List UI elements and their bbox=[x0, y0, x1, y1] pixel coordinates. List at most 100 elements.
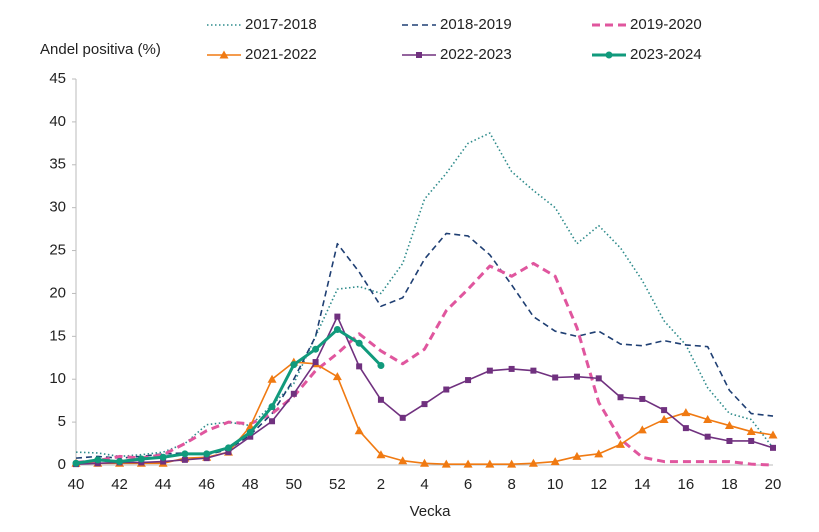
x-tick-label: 8 bbox=[507, 476, 515, 493]
marker bbox=[441, 459, 451, 468]
marker bbox=[528, 458, 538, 467]
marker bbox=[748, 437, 755, 444]
marker bbox=[181, 456, 188, 463]
series-line bbox=[75, 261, 774, 467]
x-tick-label: 4 bbox=[420, 476, 428, 493]
marker bbox=[225, 449, 232, 456]
marker bbox=[219, 50, 229, 59]
marker bbox=[116, 458, 124, 466]
marker bbox=[552, 374, 559, 381]
y-tick-label: 20 bbox=[49, 284, 66, 301]
marker bbox=[334, 313, 341, 320]
marker bbox=[268, 403, 276, 411]
marker bbox=[724, 421, 734, 430]
marker bbox=[746, 427, 756, 436]
marker bbox=[507, 459, 517, 468]
marker bbox=[137, 455, 145, 463]
y-tick-label: 35 bbox=[49, 156, 66, 173]
legend-label: 2019-2020 bbox=[630, 16, 702, 33]
marker bbox=[681, 408, 691, 417]
marker bbox=[508, 365, 515, 372]
marker bbox=[463, 459, 473, 468]
marker bbox=[356, 363, 363, 370]
marker bbox=[659, 415, 669, 424]
marker bbox=[485, 459, 495, 468]
y-tick-label: 45 bbox=[49, 70, 66, 87]
x-tick-label: 50 bbox=[285, 476, 302, 493]
marker bbox=[617, 394, 624, 401]
legend-label: 2018-2019 bbox=[440, 16, 512, 33]
marker bbox=[594, 449, 604, 458]
marker bbox=[160, 458, 167, 465]
legend-label: 2017-2018 bbox=[245, 16, 317, 33]
marker bbox=[203, 450, 211, 458]
marker bbox=[661, 407, 668, 414]
marker bbox=[704, 433, 711, 440]
x-tick-label: 16 bbox=[678, 476, 695, 493]
x-axis-label: Vecka bbox=[410, 503, 452, 520]
marker bbox=[530, 367, 537, 374]
marker bbox=[399, 414, 406, 421]
marker bbox=[181, 450, 189, 458]
marker bbox=[354, 426, 364, 435]
x-tick-label: 40 bbox=[68, 476, 85, 493]
marker bbox=[443, 386, 450, 393]
marker bbox=[616, 439, 626, 448]
series-line bbox=[75, 232, 774, 459]
marker bbox=[770, 444, 776, 451]
legend-label: 2023-2024 bbox=[630, 46, 702, 63]
x-tick-label: 46 bbox=[198, 476, 215, 493]
y-tick-label: 40 bbox=[49, 113, 66, 130]
marker bbox=[398, 456, 408, 465]
marker bbox=[332, 372, 342, 381]
y-tick-label: 5 bbox=[58, 413, 66, 430]
y-tick-label: 0 bbox=[58, 456, 66, 473]
marker bbox=[376, 450, 386, 459]
series-line bbox=[75, 132, 774, 458]
marker bbox=[269, 418, 276, 425]
marker bbox=[224, 444, 232, 452]
marker bbox=[290, 390, 297, 397]
x-tick-label: 6 bbox=[464, 476, 472, 493]
marker bbox=[377, 396, 384, 403]
marker bbox=[421, 401, 428, 408]
legend-label: 2022-2023 bbox=[440, 46, 512, 63]
marker bbox=[486, 367, 493, 374]
marker bbox=[247, 433, 254, 440]
legend-label: 2021-2022 bbox=[245, 46, 317, 63]
marker bbox=[703, 415, 713, 424]
series-line bbox=[75, 315, 774, 465]
x-tick-label: 52 bbox=[329, 476, 346, 493]
marker bbox=[159, 453, 167, 461]
marker bbox=[246, 428, 254, 436]
marker bbox=[203, 455, 210, 462]
marker bbox=[72, 459, 80, 467]
marker bbox=[573, 373, 580, 380]
marker bbox=[355, 339, 363, 347]
y-tick-label: 25 bbox=[49, 242, 66, 259]
marker bbox=[416, 52, 422, 58]
x-tick-label: 20 bbox=[765, 476, 782, 493]
marker bbox=[768, 430, 778, 439]
series-line bbox=[75, 327, 383, 465]
x-tick-label: 14 bbox=[634, 476, 651, 493]
marker bbox=[595, 375, 602, 382]
marker bbox=[312, 359, 319, 366]
y-tick-label: 15 bbox=[49, 327, 66, 344]
marker bbox=[290, 361, 298, 369]
marker bbox=[726, 437, 733, 444]
marker bbox=[267, 374, 277, 383]
x-tick-label: 12 bbox=[590, 476, 607, 493]
x-tick-label: 44 bbox=[155, 476, 172, 493]
marker bbox=[637, 425, 647, 434]
marker bbox=[550, 457, 560, 466]
marker bbox=[420, 458, 429, 467]
marker bbox=[465, 377, 472, 384]
y-tick-label: 10 bbox=[49, 370, 66, 387]
y-tick-label: 30 bbox=[49, 199, 66, 216]
x-tick-label: 2 bbox=[377, 476, 385, 493]
x-tick-label: 10 bbox=[547, 476, 564, 493]
x-tick-label: 48 bbox=[242, 476, 259, 493]
marker bbox=[639, 395, 646, 402]
